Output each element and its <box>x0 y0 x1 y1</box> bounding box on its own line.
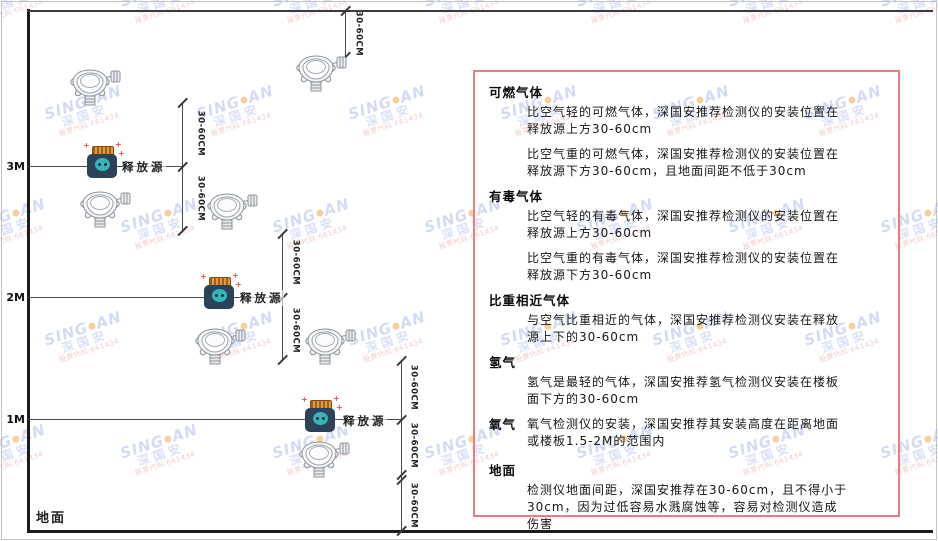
brand-dot-icon <box>923 434 933 443</box>
gas-detector-icon <box>206 191 258 231</box>
dimension-label: 30-60CM <box>408 364 419 411</box>
dimension-label: 30-60CM <box>353 10 364 57</box>
release-source-icon: + + + <box>301 395 343 434</box>
section-paragraph: 氧气检测仪的安装，深国安推荐其安装高度在距离地面或楼板1.5-2M的范围内 <box>527 417 840 448</box>
dimension-label: 30-60CM <box>290 307 301 354</box>
dimension-label: 30-60CM <box>290 239 301 286</box>
source-face <box>95 158 110 171</box>
section-paragraph: 与空气比重相近的气体，深国安推荐检测仪安装在释放源上下的30-60cm <box>527 313 840 344</box>
source-face <box>313 412 328 425</box>
gas-detector-icon <box>304 326 356 366</box>
section-paragraph: 比空气轻的可燃气体，深国安推荐检测仪的安装位置在释放源上方30-60cm <box>527 105 840 136</box>
brand-dot-icon <box>391 95 401 104</box>
ceiling-line <box>27 10 933 12</box>
brand-dot-icon <box>163 434 173 443</box>
gas-detector-icon <box>295 53 347 93</box>
release-source-label: 释放源 <box>240 290 284 306</box>
section-heading-ground: 地面 <box>489 463 517 478</box>
dimension-label: 30-60CM <box>408 482 419 529</box>
leader-line-1m <box>28 419 401 420</box>
section-heading-hydrogen: 氢气 <box>489 355 517 370</box>
leader-line-2m <box>28 297 282 298</box>
source-cap <box>310 400 332 409</box>
source-cap <box>92 146 114 155</box>
release-source-icon: + + + <box>83 141 125 180</box>
brand-dot-icon <box>923 208 933 217</box>
source-cap <box>209 277 231 286</box>
section-paragraph: 比空气重的有毒气体，深国安推荐检测仪的安装位置在释放源下方30-60cm <box>527 251 840 282</box>
section-heading-toxic: 有毒气体 <box>489 189 544 204</box>
gas-detector-icon <box>79 189 131 229</box>
brand-dot-icon <box>163 208 173 217</box>
section-heading-similar-density: 比重相近气体 <box>489 293 571 308</box>
brand-dot-icon <box>315 208 325 217</box>
height-label-3m: 3M <box>6 160 25 173</box>
source-body <box>204 285 234 309</box>
brand-dot-icon <box>11 208 21 217</box>
ground-label: 地面 <box>36 511 67 526</box>
brand-dot-icon <box>87 321 97 330</box>
section-paragraph: 氢气是最轻的气体，深国安推荐氢气检测仪安装在楼板面下方的30-60cm <box>527 375 840 406</box>
dimension-line <box>345 10 346 57</box>
brand-dot-icon <box>391 321 401 330</box>
section-paragraph: 检测仪地面间距，深国安推荐在30-60cm，且不得小于30cm，因为过低容易水溅… <box>527 483 848 531</box>
dimension-line <box>401 360 402 531</box>
source-body <box>305 408 335 432</box>
brand-dot-icon <box>11 434 21 443</box>
source-body <box>87 154 117 178</box>
section-paragraph: 比空气轻的有毒气体，深国安推荐检测仪的安装位置在释放源上方30-60cm <box>527 209 840 240</box>
dimension-label: 30-60CM <box>195 175 206 222</box>
dimension-label: 30-60CM <box>408 422 419 469</box>
gas-detector-icon <box>69 67 121 107</box>
brand-dot-icon <box>239 95 249 104</box>
release-source-icon: + + + <box>200 272 242 311</box>
section-oxygen: 氧气 氧气检测仪的安装，深国安推荐其安装高度在距离地面或楼板1.5-2M的范围内 <box>489 416 884 458</box>
height-label-2m: 2M <box>6 291 25 304</box>
release-source-label: 释放源 <box>122 159 166 175</box>
section-heading-flammable: 可燃气体 <box>489 85 544 100</box>
section-heading-oxygen: 氧气 <box>489 417 517 432</box>
guideline-panel: 可燃气体 比空气轻的可燃气体，深国安推荐检测仪的安装位置在释放源上方30-60c… <box>473 70 900 531</box>
left-wall-line <box>27 9 30 533</box>
section-paragraph: 比空气重的可燃气体，深国安推荐检测仪的安装位置在释放源下方30-60cm，且地面… <box>527 147 840 178</box>
height-label-1m: 1M <box>6 413 25 426</box>
gas-detector-icon <box>298 439 350 479</box>
gas-detector-icon <box>194 326 246 366</box>
source-face <box>212 289 227 302</box>
ground-line <box>27 530 933 533</box>
dimension-label: 30-60CM <box>195 110 206 157</box>
release-source-label: 释放源 <box>343 413 387 429</box>
